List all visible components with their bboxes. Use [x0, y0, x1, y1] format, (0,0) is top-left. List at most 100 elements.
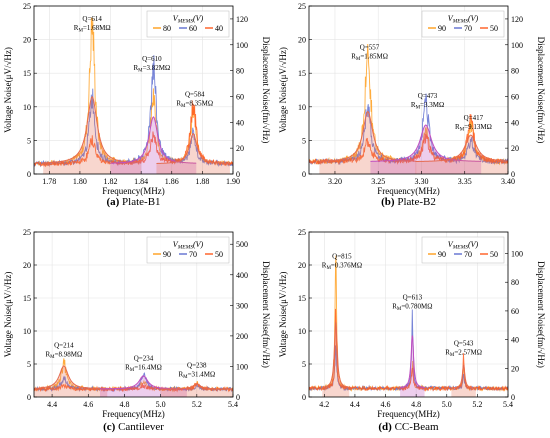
y2-axis-label: Displacement Noise(fm/√Hz): [261, 261, 271, 368]
annotation-r: RM=1.85MΩ: [351, 53, 388, 63]
y-tick-label: 20: [298, 261, 306, 270]
x-tick-label: 1.84: [134, 177, 148, 186]
panel-caption: (a) Plate-B1: [106, 196, 160, 208]
fit-curve: [370, 124, 482, 162]
fit-curve: [322, 322, 350, 388]
x-tick-label: 3.25: [371, 177, 385, 186]
annotation-q: Q=214: [54, 342, 74, 350]
fit-area: [110, 116, 197, 174]
annotation-q: Q=614: [82, 15, 102, 23]
y2-axis-label: Displacement Noise(fm/√Hz): [536, 261, 546, 368]
series-line-40: [34, 100, 233, 168]
x-tick-label: 1.82: [104, 177, 118, 186]
legend-entry: 90: [163, 250, 171, 259]
y-tick-label: 20: [23, 36, 31, 45]
y2-tick-label: 0: [236, 393, 240, 402]
y-tick-label: 15: [23, 294, 31, 303]
y2-tick-label: 80: [236, 67, 244, 76]
fit-curve: [156, 133, 230, 164]
y-tick-label: 25: [298, 228, 306, 237]
x-tick-label: 4.4: [47, 400, 57, 409]
x-tick-label: 4.8: [411, 400, 421, 409]
fit-area: [400, 335, 425, 397]
annotation-q: Q=417: [464, 114, 484, 122]
chart-panel: 1.78 1.80 1.82 1.84 1.86 1.88 1.90051015202502…: [3, 2, 271, 208]
annotation-r: RM=8.35MΩ: [176, 100, 213, 110]
y-axis-label: Voltage Noise(μV/√Hz): [278, 272, 288, 358]
y2-tick-label: 20: [511, 144, 519, 153]
chart-panel: 4.2 4.4 4.6 4.8 5.0 5.2 5.40510152025020406080…: [278, 228, 546, 433]
legend-title: VMEMS(V): [448, 14, 479, 25]
y2-tick-label: 0: [511, 393, 515, 402]
x-tick-label: 4.6: [381, 400, 391, 409]
fit-curve: [110, 116, 197, 164]
legend-box: [421, 10, 505, 38]
y-tick-label: 5: [27, 136, 31, 145]
x-tick-label: 5.4: [503, 400, 513, 409]
y2-tick-label: 60: [236, 92, 244, 101]
y-tick-label: 0: [27, 393, 31, 402]
y2-tick-label: 40: [236, 118, 244, 127]
x-axis-label: Frequency(MHz): [377, 409, 439, 419]
y2-tick-label: 100: [511, 41, 523, 50]
x-tick-label: 4.8: [119, 400, 129, 409]
fit-curve: [160, 383, 233, 390]
x-tick-label: 1.86: [165, 177, 179, 186]
x-tick-label: 4.4: [350, 400, 360, 409]
y-tick-label: 0: [302, 170, 306, 179]
y2-tick-label: 40: [511, 118, 519, 127]
annotation-q: Q=815: [332, 252, 352, 260]
legend-title: VMEMS(V): [173, 14, 204, 25]
y-tick-label: 10: [23, 103, 31, 112]
fit-curve: [43, 95, 142, 164]
y2-tick-label: 0: [511, 170, 515, 179]
y2-tick-label: 0: [236, 170, 240, 179]
legend-box: [146, 236, 230, 264]
annotation-q: Q=610: [142, 55, 162, 63]
fit-area: [43, 96, 142, 174]
legend: VMEMS(V)90 70 50: [421, 10, 505, 38]
legend-title: VMEMS(V): [173, 240, 204, 251]
series-line-50: [309, 114, 508, 165]
x-tick-label: 4.6: [83, 400, 93, 409]
legend-entry: 70: [189, 250, 197, 259]
legend-entry: 90: [438, 24, 446, 33]
y2-tick-label: 120: [511, 15, 523, 24]
plot-frame: [33, 5, 234, 175]
y-axis-label: Voltage Noise(μV/√Hz): [278, 47, 288, 133]
y2-tick-label: 500: [236, 240, 248, 249]
legend-entry: 40: [215, 24, 223, 33]
y2-axis-label: Displacement Noise(fm/√Hz): [536, 37, 546, 144]
y-tick-label: 25: [298, 2, 306, 11]
y-tick-label: 20: [23, 261, 31, 270]
annotation-r: RM=16.4MΩ: [125, 364, 162, 374]
x-tick-label: 1.80: [73, 177, 87, 186]
legend-entry: 70: [464, 250, 472, 259]
plot-frame: [308, 231, 509, 398]
fit-area: [160, 383, 233, 397]
plot-area: [34, 358, 233, 397]
legend-entry: 50: [490, 250, 498, 259]
plot-area: [34, 17, 233, 174]
fit-curve: [400, 335, 425, 389]
annotation-r: RM=2.57MΩ: [445, 349, 482, 359]
fit-area: [156, 133, 230, 174]
series-line-90: [309, 43, 508, 166]
annotation-q: Q=613: [403, 293, 423, 301]
annotation-q: Q=584: [185, 91, 205, 99]
y2-tick-label: 200: [236, 332, 248, 341]
legend-entry: 60: [189, 24, 197, 33]
y-tick-label: 15: [298, 69, 306, 78]
chart-panel: 3.20 3.25 3.30 3.35 3.4005101520250204060801…: [278, 2, 546, 208]
y-axis-label: Voltage Noise(μV/√Hz): [3, 47, 13, 133]
annotation-q: Q=238: [187, 361, 207, 369]
fit-area: [34, 365, 108, 397]
fit-area: [451, 365, 476, 397]
annotation-r: RM=0.780MΩ: [392, 302, 432, 312]
y2-tick-label: 80: [511, 67, 519, 76]
annotation-r: RM=9.13MΩ: [455, 123, 492, 133]
y2-tick-label: 300: [236, 301, 248, 310]
y-tick-label: 10: [298, 103, 306, 112]
x-tick-label: 3.30: [414, 177, 428, 186]
